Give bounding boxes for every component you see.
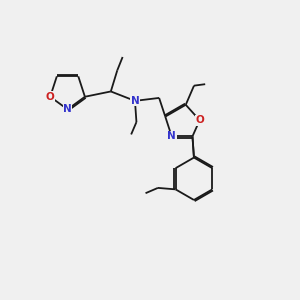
Text: O: O xyxy=(195,115,204,125)
Text: O: O xyxy=(46,92,55,102)
Text: N: N xyxy=(63,104,72,114)
Text: N: N xyxy=(130,96,139,106)
Text: N: N xyxy=(167,131,176,141)
